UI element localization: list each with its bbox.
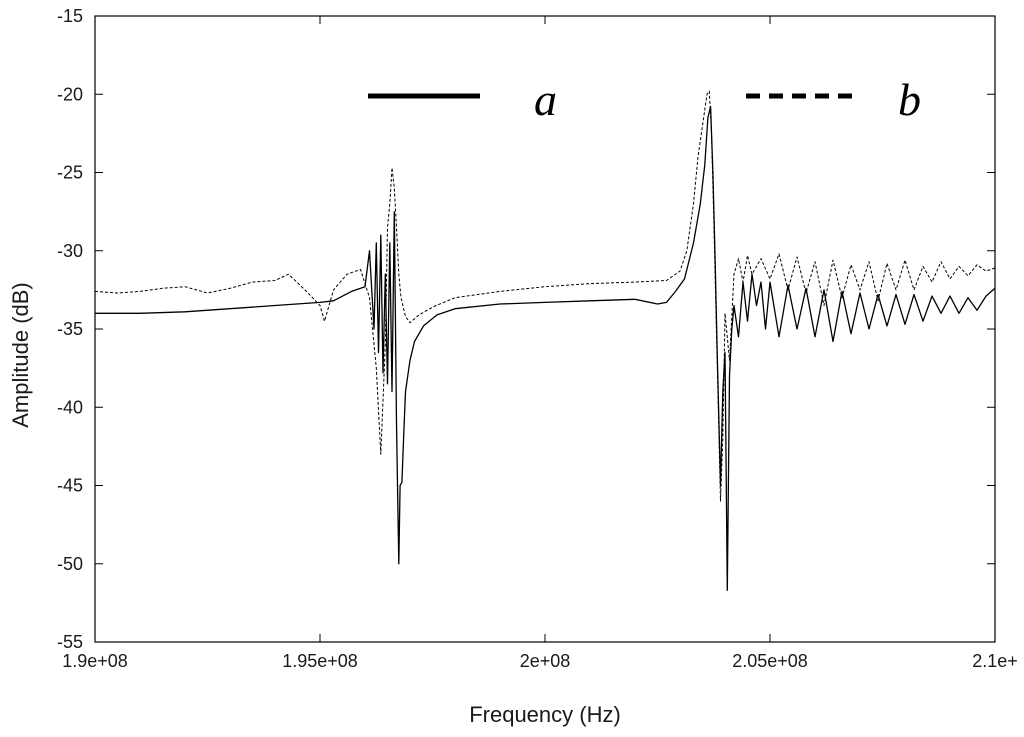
- legend: a b: [368, 74, 921, 125]
- x-tick-label: 2e+08: [520, 651, 571, 671]
- legend-label-a: a: [534, 74, 557, 125]
- x-axis-title: Frequency (Hz): [469, 702, 621, 727]
- y-tick-label: -55: [57, 632, 83, 652]
- y-tick-label: -45: [57, 476, 83, 496]
- y-tick-label: -20: [57, 84, 83, 104]
- x-tick-label: 1.9e+08: [62, 651, 128, 671]
- x-tick-label: 2.05e+08: [732, 651, 808, 671]
- series-layer: [94, 90, 996, 592]
- y-tick-label: -50: [57, 554, 83, 574]
- plot-area: [94, 15, 996, 643]
- y-axis-title: Amplitude (dB): [8, 282, 33, 428]
- legend-label-b: b: [898, 74, 921, 125]
- x-axis-ticks: 1.9e+08 1.95e+08 2e+08 2.05e+08 2.1e+: [62, 16, 1018, 671]
- x-tick-label: 1.95e+08: [282, 651, 358, 671]
- y-tick-label: -30: [57, 241, 83, 261]
- x-tick-label: 2.1e+: [972, 651, 1018, 671]
- y-tick-label: -25: [57, 163, 83, 183]
- series-line-b: [94, 90, 996, 502]
- y-axis-ticks: -15 -20 -25 -30 -35 -40 -45 -50 -55: [57, 6, 995, 652]
- y-tick-label: -15: [57, 6, 83, 26]
- y-tick-label: -35: [57, 319, 83, 339]
- y-tick-label: -40: [57, 397, 83, 417]
